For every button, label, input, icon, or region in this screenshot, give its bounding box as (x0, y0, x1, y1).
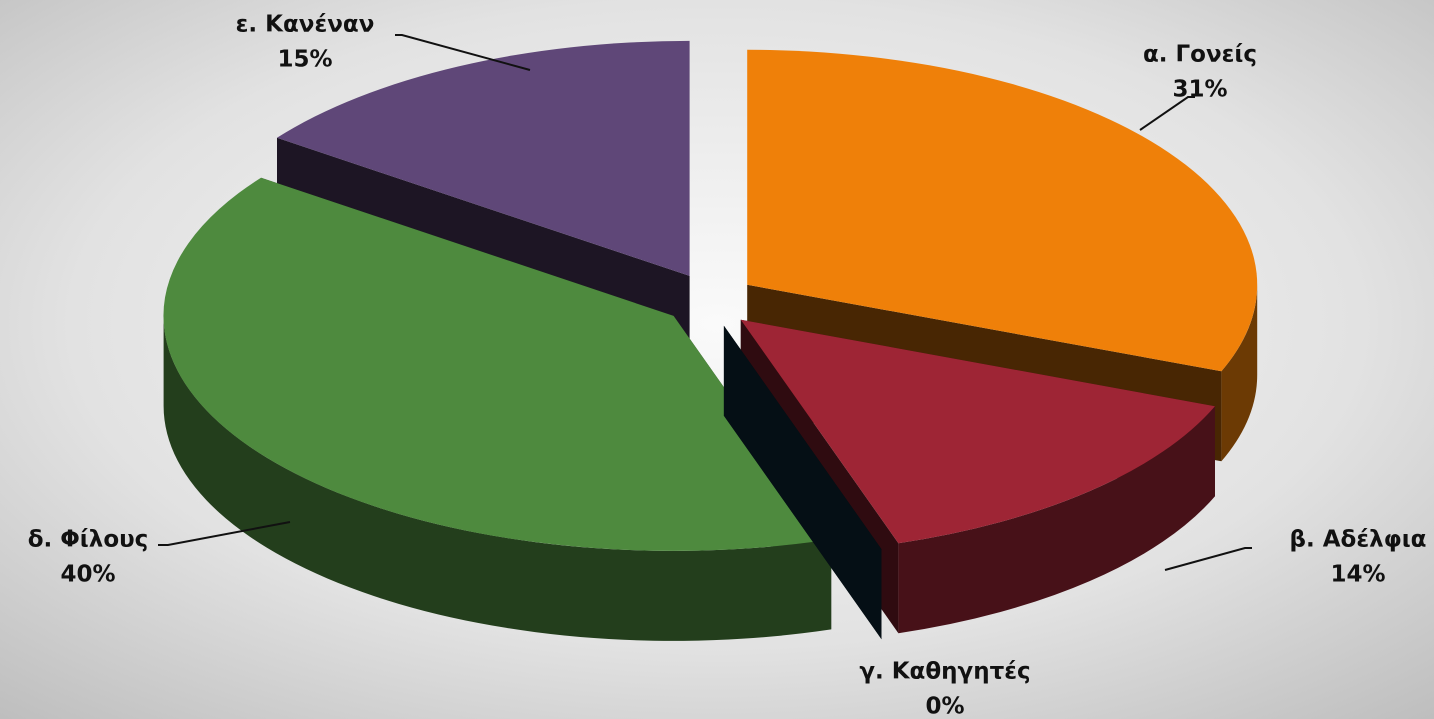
slice-value-label: 31% (1172, 77, 1227, 103)
slice-side (898, 406, 1215, 634)
pie (163, 40, 1258, 641)
slice-value-label: 40% (60, 562, 115, 588)
leader-line (1164, 547, 1252, 571)
slice-value-label: 15% (277, 47, 332, 73)
slice-label: ε. Κανέναν (236, 12, 375, 38)
slice (277, 40, 690, 276)
slice-label: γ. Καθηγητές (859, 659, 1030, 685)
leader-line (395, 34, 531, 71)
slice-label: α. Γονείς (1143, 42, 1257, 68)
slice-value-label: 14% (1330, 562, 1385, 588)
slice-side (163, 315, 832, 641)
labels: α. Γονείς 31% β. Αδέλφια 14% γ. Καθηγητές 0% δ… (28, 12, 1427, 719)
slice-label: β. Αδέλφια (1290, 527, 1427, 553)
slice-face (723, 325, 882, 640)
slice-value-label: 0% (925, 694, 964, 719)
leader-line (1139, 96, 1195, 131)
slice-side (1221, 284, 1258, 462)
slice-label: δ. Φίλους (28, 527, 149, 553)
leader-line (158, 521, 291, 546)
slice (740, 319, 1215, 544)
slice (747, 49, 1258, 372)
slice (163, 177, 832, 551)
